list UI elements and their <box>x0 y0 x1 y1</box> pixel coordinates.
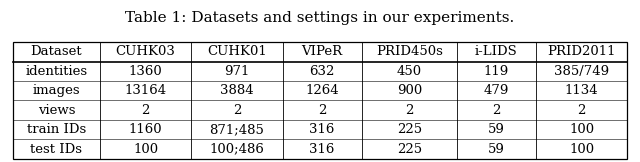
Text: 13164: 13164 <box>125 84 166 97</box>
Text: CUHK03: CUHK03 <box>116 45 175 58</box>
Text: 632: 632 <box>309 65 335 78</box>
Text: Dataset: Dataset <box>31 45 82 58</box>
Text: 971: 971 <box>224 65 250 78</box>
Text: PRID2011: PRID2011 <box>547 45 616 58</box>
Text: 1360: 1360 <box>129 65 163 78</box>
Text: 316: 316 <box>309 143 335 156</box>
Text: 385/749: 385/749 <box>554 65 609 78</box>
Text: Table 1: Datasets and settings in our experiments.: Table 1: Datasets and settings in our ex… <box>125 11 515 25</box>
Text: 2: 2 <box>405 104 413 117</box>
Text: 2: 2 <box>577 104 586 117</box>
Text: PRID450s: PRID450s <box>376 45 443 58</box>
Text: 100: 100 <box>569 143 594 156</box>
Text: train IDs: train IDs <box>27 123 86 136</box>
Text: CUHK01: CUHK01 <box>207 45 267 58</box>
Text: 119: 119 <box>484 65 509 78</box>
Text: 2: 2 <box>233 104 241 117</box>
Text: 450: 450 <box>397 65 422 78</box>
Text: 225: 225 <box>397 123 422 136</box>
Text: 1134: 1134 <box>564 84 598 97</box>
Text: identities: identities <box>26 65 88 78</box>
Text: VIPeR: VIPeR <box>301 45 342 58</box>
Text: 479: 479 <box>484 84 509 97</box>
Text: 871;485: 871;485 <box>209 123 264 136</box>
Text: images: images <box>33 84 80 97</box>
Text: 225: 225 <box>397 143 422 156</box>
Text: views: views <box>38 104 75 117</box>
Text: i-LIDS: i-LIDS <box>475 45 518 58</box>
Text: test IDs: test IDs <box>30 143 83 156</box>
Text: 900: 900 <box>397 84 422 97</box>
Text: 3884: 3884 <box>220 84 254 97</box>
Text: 59: 59 <box>488 123 505 136</box>
Text: 100;486: 100;486 <box>209 143 264 156</box>
Text: 2: 2 <box>318 104 326 117</box>
Text: 1160: 1160 <box>129 123 163 136</box>
Text: 100: 100 <box>133 143 158 156</box>
Text: 100: 100 <box>569 123 594 136</box>
Text: 316: 316 <box>309 123 335 136</box>
Text: 2: 2 <box>141 104 150 117</box>
Text: 59: 59 <box>488 143 505 156</box>
Text: 1264: 1264 <box>305 84 339 97</box>
Text: 2: 2 <box>492 104 500 117</box>
